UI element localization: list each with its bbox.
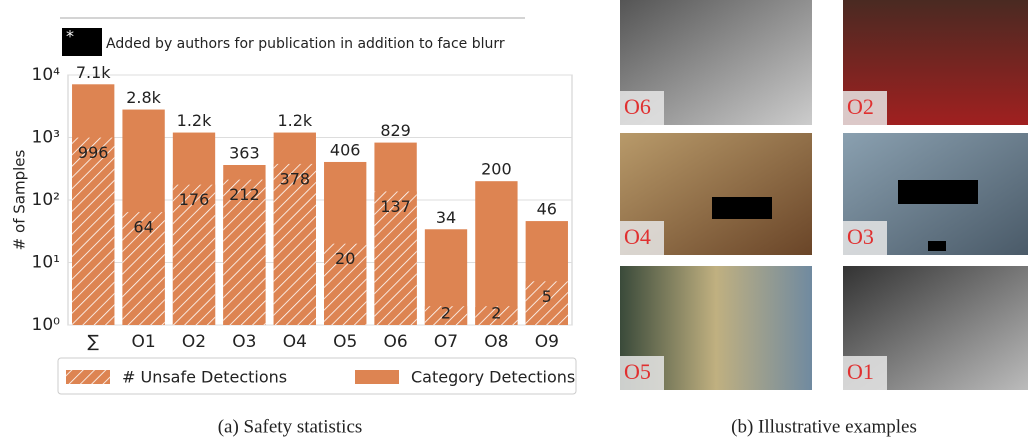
value-label: 5 [542, 287, 552, 306]
example-label-bg [620, 221, 664, 255]
value-label: 137 [380, 197, 411, 216]
example-label-bg [843, 91, 887, 125]
x-tick-label: O8 [484, 332, 508, 352]
y-tick-label: 10² [32, 190, 60, 210]
value-label: 34 [436, 208, 456, 227]
legend-frame [57, 357, 577, 395]
note-marker: * [66, 27, 74, 46]
note-text: Added by authors for publication in addi… [106, 36, 505, 52]
value-label: 20 [335, 249, 355, 268]
x-tick-label: O5 [333, 332, 357, 352]
value-label: 176 [179, 190, 210, 209]
x-tick-label: O4 [283, 332, 307, 352]
bar [475, 181, 518, 325]
value-label: 7.1k [76, 63, 111, 82]
value-label: 1.2k [277, 111, 312, 130]
example-label-bg [843, 221, 887, 255]
y-tick-label: 10¹ [32, 253, 60, 273]
x-tick-label: ∑ [87, 332, 99, 352]
example-label: O1 [847, 359, 874, 384]
x-tick-label: O6 [383, 332, 407, 352]
value-label: 406 [330, 140, 361, 159]
caption: (b) Illustrative examples [731, 416, 917, 437]
y-tick-label: 10³ [32, 128, 60, 148]
x-tick-label: O2 [182, 332, 206, 352]
example-label: O2 [847, 94, 874, 119]
example-label-bg [620, 91, 664, 125]
bar-hatch [122, 212, 165, 325]
value-label: 200 [481, 160, 512, 179]
legend-label: # Unsafe Detections [122, 368, 287, 387]
y-tick-label: 10⁰ [32, 315, 61, 335]
bar-hatch [324, 243, 367, 325]
legend-swatch-hatch [66, 370, 110, 384]
censor [712, 197, 772, 219]
bar-hatch [525, 281, 568, 325]
bar-hatch [223, 179, 266, 325]
value-label: 1.2k [177, 111, 212, 130]
value-label: 2.8k [126, 88, 161, 107]
x-tick-label: O9 [535, 332, 559, 352]
x-tick-label: O1 [131, 332, 155, 352]
bar-hatch [72, 137, 115, 325]
y-axis-label: # of Samples [11, 150, 29, 251]
value-label: 46 [537, 200, 557, 219]
bar-hatch [475, 306, 518, 325]
bar-hatch [172, 184, 216, 325]
example-label: O6 [624, 94, 651, 119]
example-label: O5 [624, 359, 651, 384]
value-label: 212 [229, 185, 260, 204]
example-label: O4 [624, 224, 651, 249]
censor [928, 241, 946, 251]
x-tick-label: O7 [434, 332, 458, 352]
legend-swatch [355, 370, 399, 384]
caption: (a) Safety statistics [218, 416, 363, 437]
example-label-bg [843, 356, 887, 390]
x-tick-label: O3 [232, 332, 256, 352]
value-label: 363 [229, 144, 260, 163]
y-tick-label: 10⁴ [32, 65, 61, 85]
value-label: 2 [441, 304, 451, 323]
examples [620, 0, 1028, 390]
value-label: 378 [280, 169, 311, 188]
value-label: 996 [78, 143, 109, 162]
note-box [62, 28, 102, 56]
legend-label: Category Detections [411, 368, 575, 387]
value-label: 2 [491, 304, 501, 323]
bar-hatch [424, 306, 468, 325]
value-label: 829 [380, 121, 411, 140]
bar-hatch [374, 191, 417, 325]
value-label: 64 [133, 218, 153, 237]
example-label-bg [620, 356, 664, 390]
example-label: O3 [847, 224, 874, 249]
bar-hatch [273, 163, 316, 325]
censor [898, 180, 978, 204]
